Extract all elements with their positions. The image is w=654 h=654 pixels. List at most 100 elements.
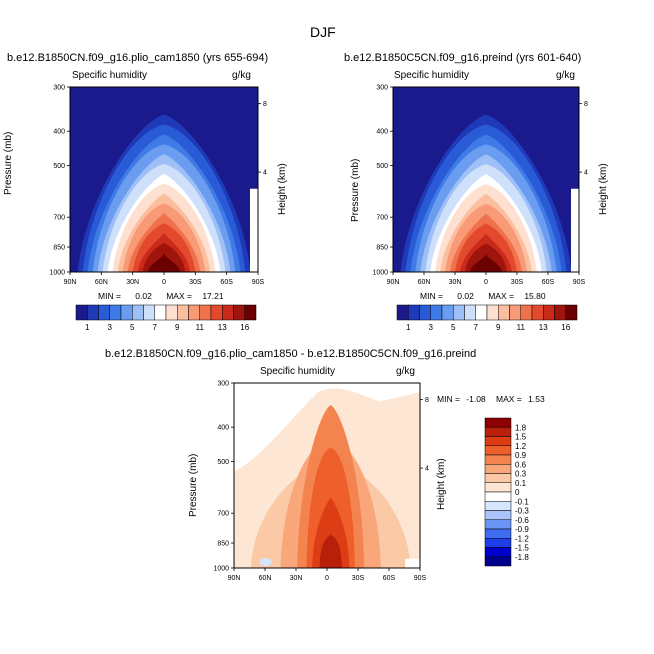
plot-area-top-right: [392, 86, 580, 273]
stat-min-label-left: MIN =: [98, 291, 121, 301]
colorbar-box-left: [177, 304, 189, 321]
colorbar-label-diff: 0.9: [515, 451, 527, 460]
x-tick-label-top-left: 0: [162, 279, 166, 286]
x-tick-label-top-right: 30N: [449, 279, 462, 286]
x-tick-label-top-right: 90N: [387, 279, 400, 286]
colorbar-box-right: [554, 304, 566, 321]
x-tick-label-top-left: 60S: [220, 279, 233, 286]
colorbar-box-diff: [484, 510, 512, 520]
colorbar-box-diff: [484, 417, 512, 428]
colorbar-label-diff: -1.5: [515, 544, 529, 553]
colorbar-box-diff: [484, 556, 512, 567]
colorbar-label-right: 9: [496, 323, 501, 332]
colorbar-box-left: [143, 304, 155, 321]
variable-label-right: Specific humidity: [394, 70, 470, 81]
x-tick-label-top-right: 60N: [418, 279, 431, 286]
colorbar-label-right: 5: [451, 323, 456, 332]
contour-level-15: [469, 253, 503, 272]
stat-max-label-right: MAX =: [488, 291, 514, 301]
colorbar-label-diff: 0.1: [515, 479, 527, 488]
colorbar-box-right: [441, 304, 454, 321]
colorbar-box-right: [498, 304, 510, 321]
x-tick-label-top-right: 60S: [542, 279, 555, 286]
colorbar-box-left: [98, 304, 110, 321]
y-tick-label-top-left: 300: [53, 85, 65, 92]
stat-max-right: 15.80: [524, 291, 546, 301]
plot-area-bottom: [233, 382, 421, 569]
x-tick-label-bottom: 90S: [414, 575, 427, 582]
colorbar-label-right: 3: [429, 323, 434, 332]
contour-level-15: [147, 252, 181, 272]
y2-tick-label-top-left: 8: [263, 101, 267, 108]
y2-tick-label-top-right: 8: [584, 101, 588, 108]
colorbar-label-right: 16: [561, 323, 570, 332]
y-tick-label-bottom: 700: [217, 511, 229, 518]
colorbar-box-left: [87, 304, 99, 321]
colorbar-box-diff: [484, 445, 512, 456]
x-tick-label-top-right: 90S: [573, 279, 586, 286]
y-tick-label-top-right: 300: [376, 85, 388, 92]
colorbar-box-diff: [484, 464, 512, 474]
season-title: DJF: [310, 24, 336, 40]
colorbar-label-diff: 1.8: [515, 423, 527, 432]
y-tick-label-top-left: 1000: [49, 270, 65, 277]
stat-min-left: 0.02: [135, 291, 152, 301]
stats-left: MIN = 0.02 MAX = 17.21: [98, 291, 224, 301]
colorbar-label-diff: -1.2: [515, 534, 529, 543]
y-tick-label-bottom: 400: [217, 425, 229, 432]
units-label-bottom: g/kg: [396, 366, 415, 377]
colorbar-label-left: 7: [153, 323, 158, 332]
stat-min-label-right: MIN =: [420, 291, 443, 301]
y-tick-label-top-right: 1000: [372, 270, 388, 277]
colorbar-box-diff: [484, 473, 512, 483]
colorbar-label-diff: 1.5: [515, 433, 527, 442]
no-data-region: [571, 188, 579, 272]
colorbar-box-right: [464, 304, 476, 321]
no-data-region-bottom: [405, 558, 420, 568]
x-tick-label-bottom: 60S: [383, 575, 396, 582]
stats-bottom: MIN = -1.08 MAX = 1.53: [437, 394, 545, 404]
colorbar-label-diff: -0.9: [515, 525, 529, 534]
colorbar-box-right: [396, 304, 409, 321]
y-tick-label-top-left: 500: [53, 163, 65, 170]
diff-level-1.8: [319, 534, 342, 568]
colorbar-box-left: [154, 304, 167, 321]
colorbar-label-left: 13: [218, 323, 227, 332]
y-tick-label-top-left: 850: [53, 245, 65, 252]
colorbar-box-left: [244, 304, 257, 321]
y-tick-label-bottom: 850: [217, 541, 229, 548]
stat-max-label-left: MAX =: [166, 291, 192, 301]
y-tick-label-top-left: 700: [53, 215, 65, 222]
colorbar-box-right: [486, 304, 499, 321]
colorbar-box-left: [222, 304, 234, 321]
x-tick-label-bottom: 30N: [290, 575, 303, 582]
y2-tick-label-top-right: 4: [584, 170, 588, 177]
colorbar-box-right: [419, 304, 431, 321]
units-label-right: g/kg: [556, 70, 575, 81]
colorbar-box-left: [233, 304, 245, 321]
colorbar-box-left: [75, 304, 88, 321]
colorbar-box-left: [132, 304, 144, 321]
x-tick-label-top-right: 0: [484, 279, 488, 286]
y-tick-label-top-right: 400: [376, 129, 388, 136]
x-tick-label-top-right: 30S: [511, 279, 524, 286]
colorbar-label-left: 3: [108, 323, 113, 332]
diff-negative-patch: [259, 558, 272, 566]
colorbar-label-left: 1: [85, 323, 90, 332]
colorbar-box-right: [565, 304, 578, 321]
panel-title-left: b.e12.B1850CN.f09_g16.plio_cam1850 (yrs …: [7, 52, 269, 64]
colorbar-box-right: [509, 304, 521, 321]
x-tick-label-bottom: 60N: [259, 575, 272, 582]
stats-right: MIN = 0.02 MAX = 15.80: [420, 291, 546, 301]
colorbar-box-diff: [484, 519, 512, 530]
plot-area-top-left: [69, 86, 259, 273]
panel-title-bottom: b.e12.B1850CN.f09_g16.plio_cam1850 - b.e…: [105, 348, 477, 360]
colorbar-box-right: [520, 304, 533, 321]
colorbar-box-diff: [484, 538, 512, 548]
x-tick-label-top-left: 30N: [126, 279, 139, 286]
colorbar-label-right: 13: [539, 323, 548, 332]
colorbar-label-diff: -0.1: [515, 497, 529, 506]
x-tick-label-top-left: 90N: [64, 279, 77, 286]
colorbar-label-diff: 0.3: [515, 470, 527, 479]
